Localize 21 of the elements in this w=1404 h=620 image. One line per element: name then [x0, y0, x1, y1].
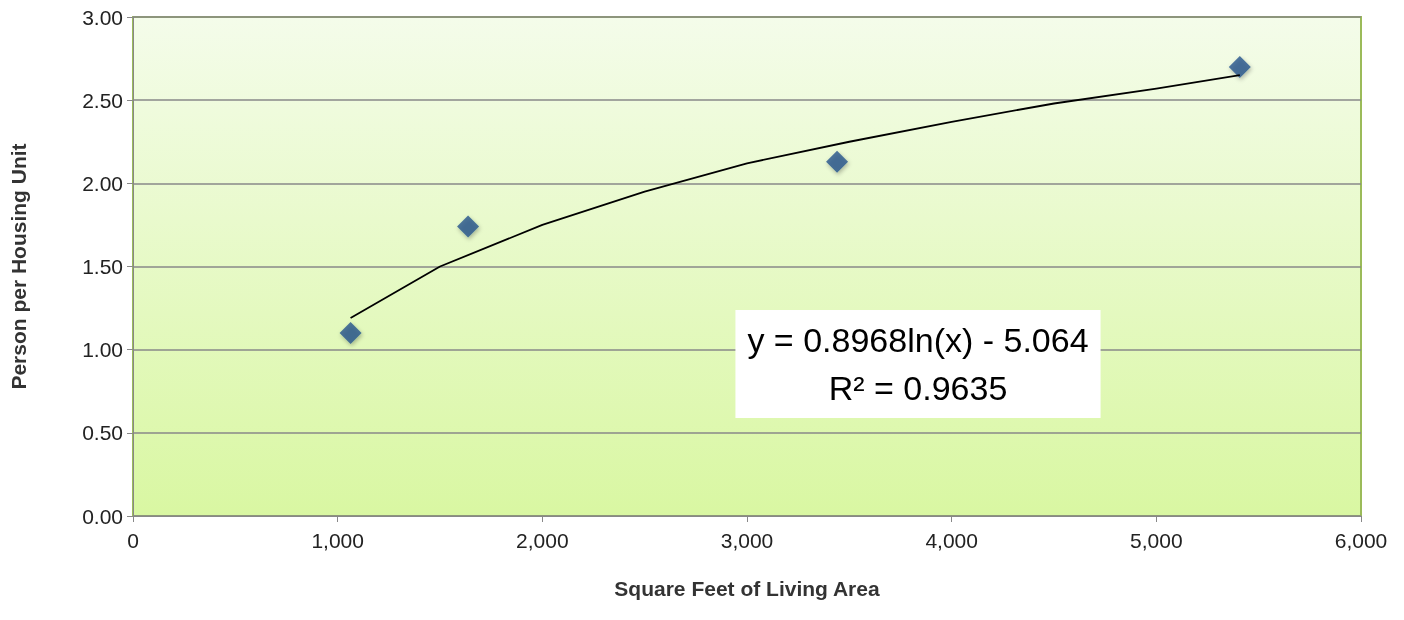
point — [339, 322, 362, 345]
x-tick-label: 5,000 — [1130, 529, 1183, 552]
y-tick-label: 1.00 — [82, 338, 123, 362]
x-tick-label: 6,000 — [1334, 529, 1388, 552]
x-tick-label: 3,000 — [720, 529, 774, 552]
y-axis-title: Person per Housing Unit — [7, 143, 30, 390]
x-tick-label: 4,000 — [925, 529, 978, 552]
point — [826, 150, 849, 173]
point — [1228, 55, 1251, 78]
y-tick-label: 0.00 — [82, 504, 123, 528]
point — [457, 215, 480, 238]
x-tick-label: 2,000 — [516, 529, 569, 552]
x-tick-label: 1,000 — [311, 529, 364, 552]
y-tick-label: 2.50 — [82, 88, 123, 112]
y-tick-label: 2.00 — [82, 171, 123, 195]
annotation: y = 0.8968ln(x) - 5.064 R² = 0.9635 — [747, 321, 1089, 407]
x-axis-title: Square Feet of Living Area — [614, 577, 880, 600]
x-tick-label: 0 — [127, 529, 139, 552]
y-tick-label: 3.00 — [82, 5, 123, 29]
y-tick-label: 0.50 — [82, 421, 123, 445]
y-tick-label: 1.50 — [82, 255, 123, 278]
